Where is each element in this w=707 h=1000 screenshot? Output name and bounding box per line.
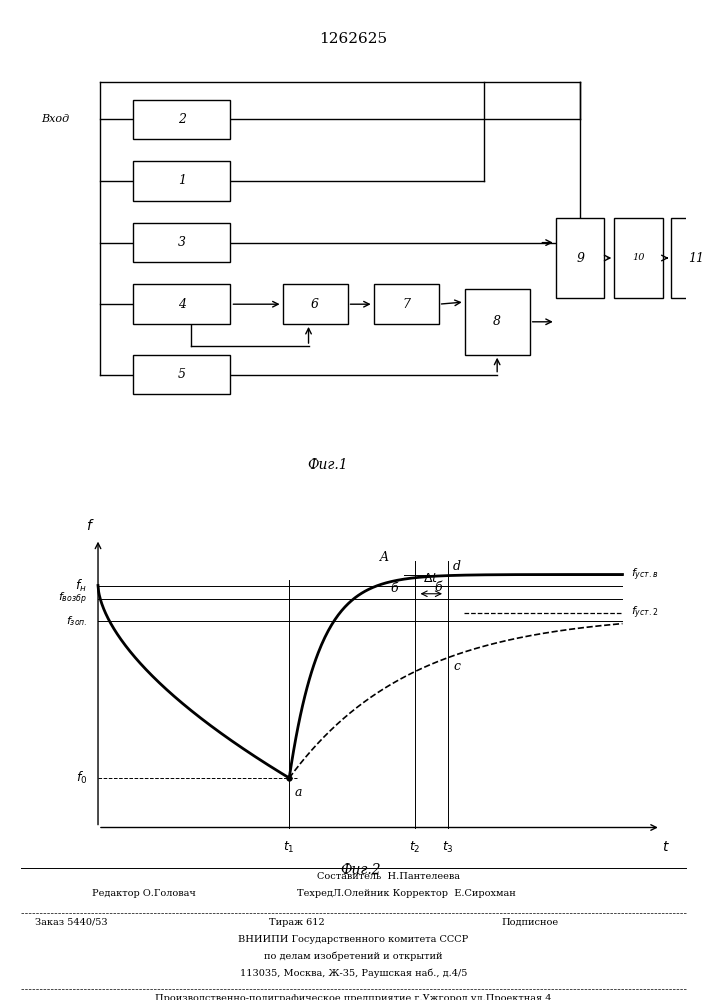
Text: 9: 9 — [576, 251, 584, 264]
Text: $t_1$: $t_1$ — [284, 840, 295, 855]
Text: Тираж 612: Тираж 612 — [269, 918, 325, 927]
Text: 3: 3 — [177, 236, 186, 249]
Text: Редактор О.Головач: Редактор О.Головач — [92, 889, 196, 898]
Text: 11: 11 — [688, 251, 704, 264]
Text: $f_{уст. 2}$: $f_{уст. 2}$ — [631, 605, 658, 621]
Text: $\Delta t$: $\Delta t$ — [423, 572, 439, 585]
Text: ТехредЛ.Олейник Корректор  Е.Сирохман: ТехредЛ.Олейник Корректор Е.Сирохман — [297, 889, 515, 898]
Text: $f_{возбр}$: $f_{возбр}$ — [58, 591, 87, 607]
Bar — [556, 218, 604, 298]
Text: 10: 10 — [632, 253, 645, 262]
Text: Фиг.1: Фиг.1 — [308, 458, 349, 472]
Bar — [672, 218, 707, 298]
Text: по делам изобретений и открытий: по делам изобретений и открытий — [264, 952, 443, 961]
Text: 1262625: 1262625 — [320, 32, 387, 46]
Text: $f$: $f$ — [86, 518, 94, 533]
Text: Производственно-полиграфическое предприятие,г.Ужгород,ул.Проектная,4: Производственно-полиграфическое предприя… — [156, 994, 551, 1000]
Text: $f_н$: $f_н$ — [76, 577, 87, 594]
Text: 5: 5 — [177, 368, 186, 381]
Text: 4: 4 — [177, 298, 186, 311]
Text: ВНИИПИ Государственного комитета СССР: ВНИИПИ Государственного комитета СССР — [238, 935, 469, 944]
Text: 1: 1 — [177, 174, 186, 188]
Text: б: б — [391, 582, 399, 595]
Bar — [133, 100, 230, 139]
Bar — [373, 284, 438, 324]
Text: 8: 8 — [493, 315, 501, 328]
Text: $t_3$: $t_3$ — [442, 840, 454, 855]
Text: $t$: $t$ — [662, 840, 670, 854]
Text: 2: 2 — [177, 113, 186, 126]
Text: Фиг.2: Фиг.2 — [340, 863, 380, 877]
Text: A: A — [380, 551, 390, 564]
Bar — [133, 161, 230, 201]
Bar — [133, 355, 230, 394]
Text: б: б — [435, 581, 442, 594]
Text: Заказ 5440/53: Заказ 5440/53 — [35, 918, 108, 927]
Bar — [133, 284, 230, 324]
Text: $t_2$: $t_2$ — [409, 840, 421, 855]
Text: Вход: Вход — [41, 114, 69, 124]
Text: d: d — [453, 560, 461, 573]
Text: c: c — [453, 660, 460, 673]
Text: Составитель  Н.Пантелеева: Составитель Н.Пантелеева — [317, 872, 460, 881]
Text: $f_{уст. в}$: $f_{уст. в}$ — [631, 566, 658, 583]
Text: a: a — [295, 786, 302, 799]
Bar — [133, 223, 230, 262]
Text: $f_{зоп.}$: $f_{зоп.}$ — [66, 614, 87, 628]
Bar — [614, 218, 663, 298]
Text: 113035, Москва, Ж-35, Раушская наб., д.4/5: 113035, Москва, Ж-35, Раушская наб., д.4… — [240, 969, 467, 978]
Bar — [283, 284, 348, 324]
Text: $f_0$: $f_0$ — [76, 770, 87, 786]
Text: 6: 6 — [311, 298, 319, 311]
Bar — [464, 289, 530, 355]
Text: 7: 7 — [402, 298, 410, 311]
Text: Подписное: Подписное — [502, 918, 559, 927]
